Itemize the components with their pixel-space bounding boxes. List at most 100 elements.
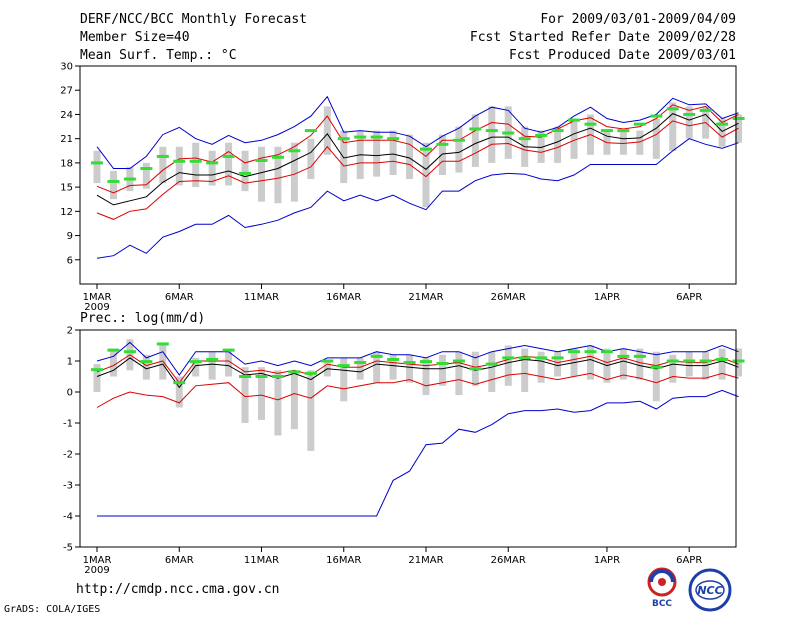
median-mark [387, 137, 400, 141]
median-mark [304, 129, 317, 133]
y-tick-label: 1 [67, 357, 73, 368]
spread-box [669, 102, 677, 151]
spread-box [570, 118, 578, 159]
median-mark [222, 154, 235, 158]
bcc-logo: BCC [641, 566, 683, 609]
y-tick-label: 12 [60, 207, 73, 218]
y-tick-label: -1 [63, 419, 73, 430]
spread-box [455, 126, 463, 173]
median-mark [123, 350, 136, 354]
spread-box [389, 130, 397, 175]
x-tick-label: 1APR [594, 292, 620, 303]
spread-box [159, 146, 167, 184]
median-mark [222, 348, 235, 352]
spread-box [554, 351, 562, 377]
y-tick-label: 24 [60, 110, 73, 121]
refer-date: Fcst Started Refer Date 2009/02/28 [469, 30, 736, 45]
spread-box [735, 348, 743, 377]
y-tick-label: 27 [60, 86, 73, 97]
median-mark [173, 381, 186, 385]
spread-box [619, 130, 627, 155]
x-tick-label: 6APR [676, 555, 702, 566]
median-mark [420, 360, 432, 364]
median-mark [502, 131, 515, 135]
spread-box [192, 357, 200, 377]
series-mean-minus-sd [96, 120, 739, 220]
y-tick-label: 6 [67, 255, 73, 266]
spread-box [406, 354, 414, 383]
spread-box [241, 150, 249, 192]
spread-box [192, 142, 200, 188]
median-mark [650, 365, 663, 369]
spread-box [290, 142, 298, 202]
spread-box [718, 118, 726, 147]
median-mark [156, 154, 169, 158]
median-mark [452, 359, 465, 363]
median-mark [633, 354, 646, 358]
spread-box [373, 130, 381, 177]
y-tick-label: 15 [60, 183, 73, 194]
median-mark [140, 360, 153, 364]
median-mark [288, 370, 301, 374]
spread-box [455, 351, 463, 396]
series-ensemble-mean [96, 357, 739, 389]
median-mark [716, 122, 729, 126]
median-mark [206, 161, 219, 165]
source-url[interactable]: http://cmdp.ncc.cma.gov.cn [76, 582, 280, 597]
spread-box [340, 357, 348, 402]
median-mark [354, 135, 367, 139]
median-mark [633, 122, 646, 126]
median-mark [568, 118, 581, 122]
median-mark [617, 129, 630, 133]
temperature-panel: 6 9 12 15 18 21 24 27 30 1MAR 6MAR 11MAR 16MAR 21MAR 2… [60, 62, 745, 313]
median-mark [354, 361, 367, 365]
spread-box [521, 348, 529, 392]
spread-box [389, 354, 397, 380]
spread-box [109, 348, 117, 377]
median-mark [370, 135, 383, 139]
y-tick-label: 18 [60, 158, 73, 169]
median-mark [107, 179, 120, 183]
median-mark [91, 161, 103, 165]
median-mark [370, 354, 383, 358]
median-mark [551, 129, 564, 133]
series-mean-plus-sd [96, 354, 739, 384]
median-mark [732, 359, 745, 363]
median-mark [584, 350, 597, 354]
panel1-variable-label: Mean Surf. Temp.: °C [80, 48, 237, 63]
x-tick-label: 16MAR [326, 555, 361, 566]
median-mark [304, 371, 317, 375]
spread-box [619, 348, 627, 380]
series-ensemble-max [96, 341, 739, 376]
spread-box [652, 118, 660, 159]
median-mark [716, 357, 729, 361]
series-mean-minus-sd [96, 372, 739, 408]
spread-box [537, 351, 545, 383]
median-mark [255, 158, 268, 162]
spread-box [636, 130, 644, 155]
median-mark [436, 142, 449, 146]
spread-box [669, 354, 677, 383]
median-mark [650, 114, 663, 118]
spread-box [685, 106, 693, 139]
spread-box [225, 348, 233, 377]
x-tick-label: 11MAR [244, 555, 279, 566]
plot-frame [79, 329, 737, 548]
y-tick-label: 9 [67, 231, 73, 242]
median-mark [271, 375, 284, 378]
median-mark [255, 375, 268, 378]
spread-box [340, 130, 348, 184]
x-tick-label: 26MAR [491, 555, 526, 566]
median-mark [485, 129, 498, 133]
median-mark [518, 356, 531, 360]
median-mark [140, 167, 153, 171]
spread-box [93, 364, 101, 392]
spread-box [422, 357, 430, 396]
median-mark [206, 357, 219, 361]
median-mark [337, 364, 350, 368]
spread-box [406, 134, 414, 180]
median-mark [123, 177, 136, 181]
series-ensemble-mean [96, 113, 739, 206]
series-mean-plus-sd [96, 104, 739, 194]
